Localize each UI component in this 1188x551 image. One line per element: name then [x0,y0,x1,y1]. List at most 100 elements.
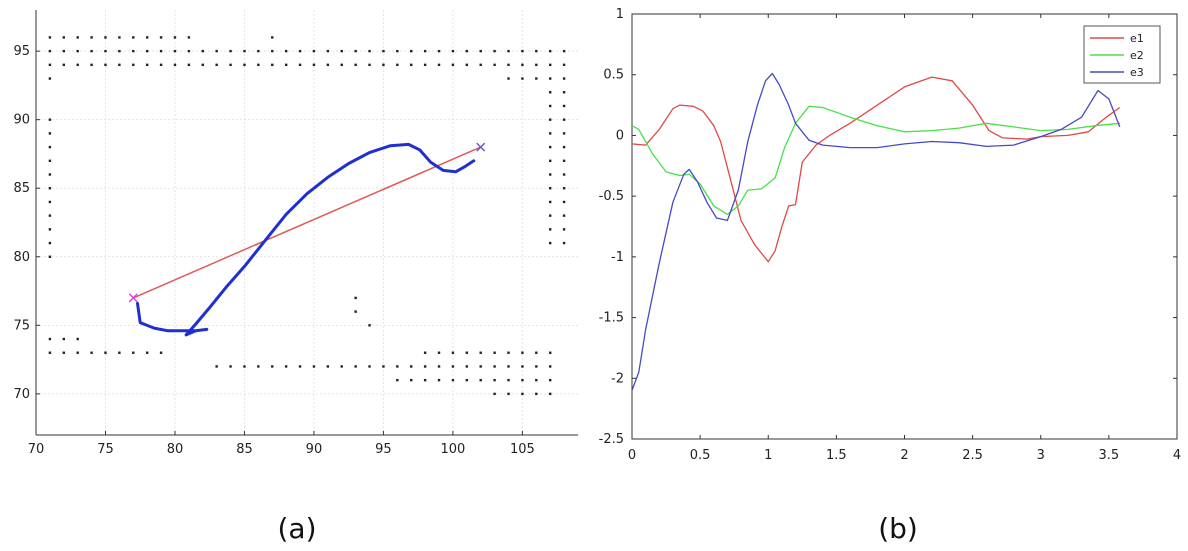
obstacle-point [284,49,288,53]
obstacle-point [521,49,524,53]
obstacle-point [562,132,566,135]
obstacle-point [159,351,163,354]
obstacle-point [479,351,482,354]
obstacle-point [48,351,52,354]
obstacle-point [423,49,427,53]
obstacle-point [562,118,566,121]
obstacle-point [48,228,52,231]
obstacle-point [507,77,510,80]
obstacle-point [145,49,149,53]
obstacle-point [549,91,552,94]
obstacle-point [562,214,566,217]
x-tick-label: 70 [28,442,45,457]
obstacle-point [410,63,413,67]
obstacle-point [48,200,52,204]
obstacle-point [229,365,232,368]
obstacle-point [284,365,288,368]
obstacle-point [562,173,566,176]
obstacle-point [437,378,441,382]
obstacle-point [465,378,469,382]
obstacle-point [354,296,357,300]
obstacle-point [354,63,357,67]
obstacle-point [90,36,93,39]
obstacle-point [507,351,510,354]
goal-marker [476,142,486,152]
y-tick-label: -1 [611,250,624,265]
obstacle-point [284,63,288,67]
obstacle-point [562,159,566,163]
obstacle-point [562,104,566,108]
obstacle-point [48,159,52,163]
obstacle-point [368,63,371,67]
series-line-e3 [631,72,1121,391]
obstacle-point [271,36,274,39]
obstacle-point [549,365,552,368]
start-marker [128,293,138,303]
obstacle-point [493,365,496,368]
obstacle-point [118,36,121,39]
obstacle-point [368,49,371,53]
error-plot: 0 0.5 1 1.5 2 2.5 3 3.5 4 1 0.5 0 -0.5 -1 -1.5 -2 -2.5 e1… [599,7,1182,463]
obstacle-point [48,132,52,135]
obstacle-point [215,49,218,53]
obstacle-point [312,63,316,67]
obstacle-point [549,159,552,163]
x-tick-label: 80 [167,442,184,457]
obstacle-point [493,351,496,354]
obstacle-point [549,145,552,149]
obstacle-point [562,200,566,204]
caption-b: (b) [878,512,918,545]
obstacle-point [451,49,455,53]
y-tick-label: -2.5 [599,432,624,447]
obstacle-point [451,351,455,354]
obstacle-point [271,49,274,53]
obstacle-point [507,365,510,368]
obstacle-point [312,49,316,53]
obstacle-point [145,63,149,67]
obstacle-point [535,378,538,382]
obstacle-point [549,187,552,190]
obstacle-point [118,49,121,53]
obstacle-point [243,63,246,67]
obstacle-point [48,241,52,245]
obstacle-point [549,118,552,121]
obstacle-point [271,63,274,67]
series-line-e1 [631,76,1121,263]
obstacle-point [562,241,566,245]
obstacle-point [535,49,538,53]
obstacle-point [159,63,163,67]
obstacle-point [521,63,524,67]
obstacle-point [90,63,93,67]
caption-a: (a) [277,512,316,545]
obstacle-point [229,49,232,53]
obstacle-point [507,63,510,67]
obstacle-point [201,63,204,67]
obstacle-point [549,241,552,245]
x-tick-label: 105 [510,442,535,457]
obstacle-point [521,392,524,396]
obstacle-point [521,365,524,368]
obstacle-point [507,392,510,396]
obstacle-point [90,351,93,354]
obstacle-point [493,378,496,382]
obstacle-point [562,145,566,149]
obstacle-point [437,49,441,53]
obstacle-point [62,63,65,67]
legend-label-e1: e1 [1130,32,1144,45]
x-tick-label: 3.5 [1099,448,1120,463]
obstacle-point [562,63,566,67]
obstacle-point [562,187,566,190]
obstacle-point [187,36,191,39]
obstacle-point [340,365,343,368]
obstacle-point [368,324,371,327]
obstacle-point [257,63,260,67]
obstacle-point [76,49,79,53]
obstacle-point [396,63,399,67]
obstacle-point [90,49,93,53]
obstacle-point [354,365,357,368]
obstacle-point [521,378,524,382]
x-tick-label: 3 [1037,448,1045,463]
obstacle-point [396,49,399,53]
obstacle-point [215,63,218,67]
obstacle-point [48,173,52,176]
